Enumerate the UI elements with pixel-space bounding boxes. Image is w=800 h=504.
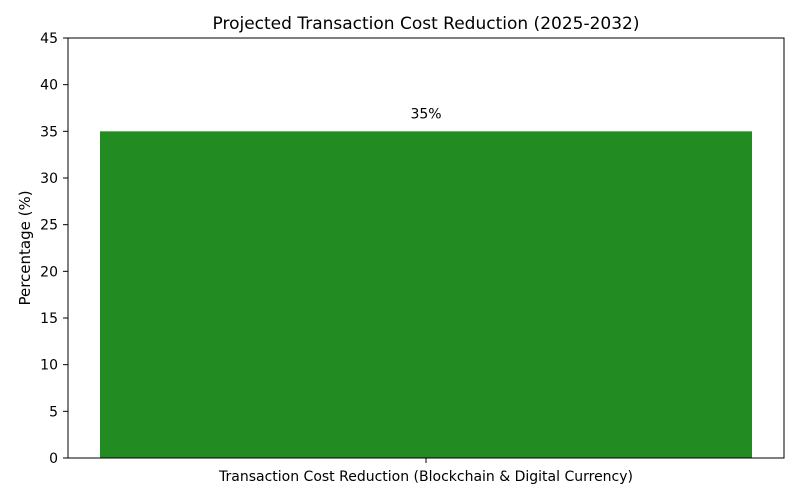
data-label-0: 35% — [410, 106, 441, 122]
plot-frame — [67, 37, 785, 459]
y-axis-ticks: 0 5 10 15 20 25 30 35 40 45 — [40, 31, 68, 467]
y-tick-label-0: 0 — [49, 451, 58, 467]
y-axis-label: Percentage (%) — [16, 190, 34, 305]
bars-group: 35% — [100, 106, 752, 459]
y-tick-label-8: 40 — [40, 78, 58, 94]
bar-0 — [100, 131, 752, 459]
x-tick-label-0: Transaction Cost Reduction (Blockchain &… — [218, 469, 633, 485]
chart-title: Projected Transaction Cost Reduction (20… — [213, 14, 640, 34]
y-tick-label-6: 30 — [40, 171, 58, 187]
x-axis-ticks: Transaction Cost Reduction (Blockchain &… — [218, 458, 633, 485]
y-tick-label-1: 5 — [49, 404, 58, 420]
y-tick-label-4: 20 — [40, 264, 58, 280]
y-tick-label-9: 45 — [40, 31, 58, 47]
y-tick-label-2: 10 — [40, 358, 58, 374]
y-tick-label-5: 25 — [40, 218, 58, 234]
y-tick-label-3: 15 — [40, 311, 58, 327]
y-tick-label-7: 35 — [40, 124, 58, 140]
